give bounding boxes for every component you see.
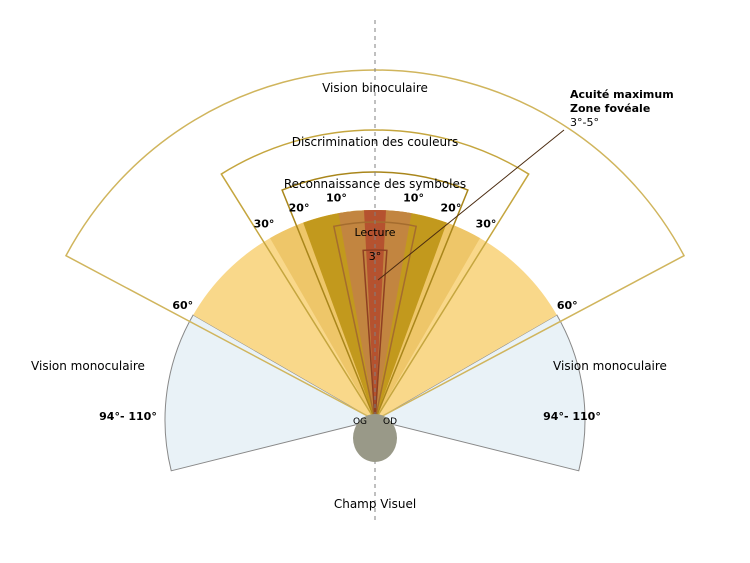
monocular-left-range: 94°- 110° [99, 410, 157, 423]
monocular-left-label: Vision monoculaire [31, 359, 145, 373]
head-icon: OG OD [353, 414, 397, 462]
angle-label: 60° [557, 299, 578, 312]
visual-field-diagram: OG OD 60° 60° 30° 30° 20° 20° 10° 10° Vision bin… [0, 0, 750, 563]
arc-colors-label: Discrimination des couleurs [292, 135, 459, 149]
callout-line: 3°-5° [570, 116, 599, 129]
callout-line: Zone fovéale [570, 102, 650, 115]
monocular-right-label: Vision monoculaire [553, 359, 667, 373]
angle-label: 20° [289, 201, 310, 214]
diagram-title: Champ Visuel [334, 497, 416, 511]
arc-symbols-label: Reconnaissance des symboles [284, 177, 466, 191]
arc-fovea-label: 3° [369, 250, 382, 263]
eye-right-label: OD [383, 417, 397, 427]
callout-line: Acuité maximum [570, 88, 674, 101]
arc-binocular-label: Vision binoculaire [322, 81, 428, 95]
monocular-right-range: 94°- 110° [543, 410, 601, 423]
arc-reading-label: Lecture [354, 226, 395, 239]
angle-label: 30° [476, 218, 497, 231]
angle-label: 20° [441, 201, 462, 214]
angle-label: 10° [326, 191, 347, 204]
angle-label: 10° [403, 191, 424, 204]
angle-label: 60° [172, 299, 193, 312]
eye-left-label: OG [353, 417, 367, 427]
angle-label: 30° [254, 218, 275, 231]
